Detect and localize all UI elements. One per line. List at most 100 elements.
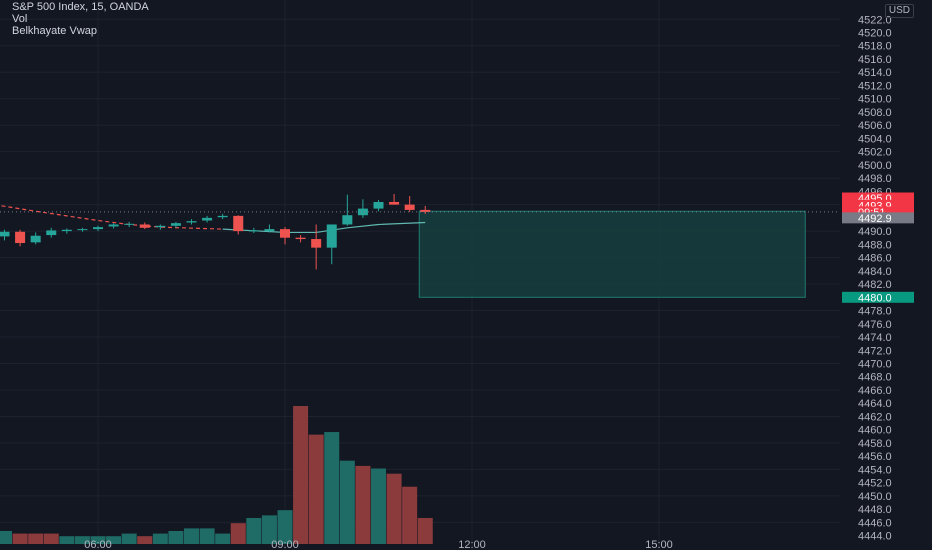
price-axis-label: 4490.0: [858, 226, 892, 238]
target-zone-rect: [418, 210, 806, 298]
currency-badge[interactable]: USD: [884, 4, 914, 18]
candle-body: [233, 215, 244, 232]
time-axis-label: 06:00: [84, 539, 112, 550]
price-axis-label: 4454.0: [858, 464, 892, 476]
volume-bar: [339, 460, 355, 544]
candle-body: [357, 208, 368, 216]
price-axis-label: 4470.0: [858, 359, 892, 371]
volume-bar: [137, 536, 153, 544]
price-axis-label: 4504.0: [858, 133, 892, 145]
candle-body: [373, 201, 384, 209]
candle-body: [202, 217, 213, 221]
price-axis-label: 4484.0: [858, 266, 892, 278]
target-zone[interactable]: [418, 210, 806, 298]
candle-body: [311, 239, 322, 248]
candle-body: [170, 223, 181, 226]
volume-bar: [246, 517, 262, 544]
candle-body: [295, 237, 306, 240]
price-axis-label: 4466.0: [858, 385, 892, 397]
volume-bar: [293, 406, 309, 544]
price-axis-label: 4448.0: [858, 504, 892, 516]
price-axis-label: 4516.0: [858, 54, 892, 66]
volume-bar: [371, 468, 386, 544]
price-axis-label: 4514.0: [858, 67, 892, 79]
volume-bar: [121, 533, 137, 544]
price-axis-label: 4512.0: [858, 80, 892, 92]
price-axis-label: 4486.0: [858, 253, 892, 265]
legend-symbol[interactable]: S&P 500 Index, 15, OANDA: [12, 1, 149, 13]
candle-body: [186, 221, 197, 223]
volume-bar: [12, 533, 28, 544]
price-tag-label: 4492.9: [858, 213, 892, 225]
candle-body: [46, 230, 57, 236]
price-axis-label: 4500.0: [858, 160, 892, 172]
candle-body: [404, 204, 415, 210]
volume-bar: [230, 523, 246, 544]
price-axis-label: 4476.0: [858, 319, 892, 331]
time-axis-label: 12:00: [458, 539, 486, 550]
legend-volume[interactable]: Vol: [12, 13, 28, 25]
volume-bar: [386, 473, 402, 544]
volume-bar: [199, 528, 215, 544]
price-axis-label: 4464.0: [858, 398, 892, 410]
candle-body: [61, 229, 72, 232]
price-axis-label: 4460.0: [858, 425, 892, 437]
price-axis-label: 4520.0: [858, 28, 892, 40]
candle-body: [15, 231, 26, 244]
candle-body: [108, 224, 119, 227]
price-axis-label: 4444.0: [858, 531, 892, 543]
volume-bar: [106, 536, 122, 544]
candle-body: [139, 224, 150, 228]
candle-body: [77, 229, 88, 231]
price-axis-label: 4478.0: [858, 306, 892, 318]
time-axis[interactable]: 06:00 09:00 12:00 15:00: [84, 539, 673, 550]
volume-bar: [277, 510, 293, 544]
price-tag: [842, 291, 914, 303]
price-axis-label: 4458.0: [858, 438, 892, 450]
price-axis-label: 4522.0: [858, 14, 892, 26]
volume-bar: [74, 536, 90, 544]
price-tag-label: 4480.0: [858, 292, 892, 304]
candle-body: [30, 235, 41, 243]
candle-body: [342, 215, 353, 225]
price-tag: [842, 192, 914, 204]
candle-body: [420, 209, 431, 212]
volume-bar: [308, 434, 324, 544]
price-axis-label: 4474.0: [858, 332, 892, 344]
candle-body: [93, 227, 103, 230]
price-axis-label: 4456.0: [858, 451, 892, 463]
legend-indicator[interactable]: Belkhayate Vwap: [12, 25, 97, 37]
price-axis-label: 4452.0: [858, 478, 892, 490]
price-axis-label: 4518.0: [858, 41, 892, 53]
price-axis-label: 4510.0: [858, 94, 892, 106]
candle-body: [124, 223, 135, 225]
candle-body: [280, 229, 290, 238]
vwap-line-segment-down: [0, 194, 223, 230]
volume-bar: [28, 533, 44, 544]
volume-bar: [168, 530, 184, 544]
chart-legend: S&P 500 Index, 15, OANDA Vol Belkhayate …: [12, 1, 149, 37]
candle-body: [389, 201, 400, 205]
time-axis-label: 09:00: [271, 539, 299, 550]
price-axis-label: 4446.0: [858, 517, 892, 529]
price-tag: [842, 199, 914, 211]
volume-bar: [402, 486, 418, 544]
candlestick-series[interactable]: [0, 194, 431, 270]
volume-bar: [184, 528, 199, 544]
price-axis-label: 4488.0: [858, 239, 892, 251]
candle-body: [0, 231, 10, 237]
volume-bar: [215, 533, 231, 544]
volume-bar: [59, 536, 75, 544]
price-tag: [842, 206, 914, 218]
volume-bar: [261, 515, 277, 544]
candle-body: [326, 224, 337, 248]
volume-bar: [152, 533, 168, 544]
price-axis-label: 4472.0: [858, 345, 892, 357]
price-axis-label: 4502.0: [858, 147, 892, 159]
volume-bar: [324, 432, 340, 544]
price-axis-label: 4462.0: [858, 411, 892, 423]
volume-bars: [0, 406, 433, 544]
